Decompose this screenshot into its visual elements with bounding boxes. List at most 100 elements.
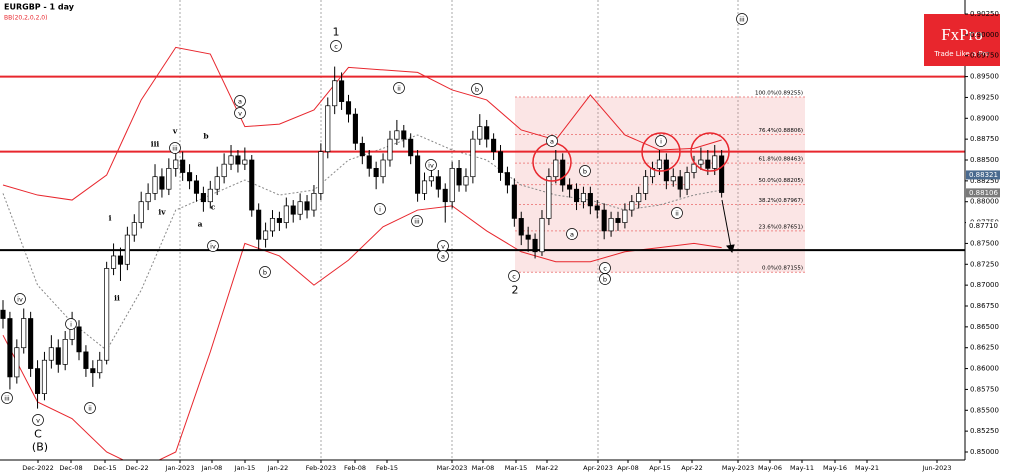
x-tick-label: May-2023 <box>722 464 754 472</box>
candle-body <box>55 347 61 365</box>
y-tick-label: 0.87250 <box>970 260 999 268</box>
fib-label: 38.2%(0.87967) <box>758 198 803 204</box>
candle-body <box>345 101 352 115</box>
x-tick-label: Jan-15 <box>234 464 256 472</box>
wave-circle <box>437 250 449 262</box>
wave-circle <box>508 270 520 282</box>
candle-body <box>677 176 683 190</box>
wave-circle <box>671 207 683 219</box>
candle-body <box>380 159 386 178</box>
candle-body <box>594 205 600 211</box>
candle-body <box>311 193 317 211</box>
logo-tagline: Trade Like a Pro <box>933 50 989 58</box>
wave-label: iii <box>151 140 160 149</box>
wave-label: ii <box>88 405 92 413</box>
candle-body <box>525 234 531 240</box>
candle-body <box>97 359 103 374</box>
bollinger-lower <box>2 205 722 460</box>
wave-label: iv <box>158 208 166 217</box>
y-tick-label: 0.90000 <box>970 31 999 39</box>
x-tick-label: Apr-08 <box>617 464 638 472</box>
y-tick-label: 0.87500 <box>970 239 999 247</box>
wave-circle <box>259 266 271 278</box>
y-tick-label: 0.89750 <box>970 52 999 60</box>
candle-body <box>242 159 248 165</box>
candle-body <box>573 188 580 203</box>
wave-label: b <box>203 132 208 141</box>
candle-body <box>622 209 628 223</box>
candle-body <box>0 309 6 319</box>
candle-body <box>104 268 110 361</box>
candle-body <box>366 155 372 169</box>
candle-body <box>560 159 566 186</box>
candle-body <box>159 176 165 190</box>
y-tick-label: 0.89500 <box>970 73 999 81</box>
candle-body <box>601 209 607 232</box>
x-tick-label: Dec-22 <box>125 464 148 472</box>
wave-label: iv <box>428 162 434 170</box>
wave-circle <box>566 228 578 240</box>
plot-area <box>0 46 965 460</box>
wave-label: v <box>172 127 178 136</box>
candle-body <box>491 138 497 153</box>
candle-body <box>442 188 448 203</box>
wave-label: c <box>211 203 216 212</box>
x-tick-label: Jun-2023 <box>921 464 951 472</box>
logo <box>924 14 1000 66</box>
wave-label: a <box>550 138 554 146</box>
wave-circle <box>599 273 611 285</box>
wave-label: ii <box>397 85 401 93</box>
y-tick-label: 0.88000 <box>970 198 999 206</box>
candle-body <box>691 163 697 173</box>
x-tick-label: May-21 <box>855 464 879 472</box>
candle-body <box>166 167 172 190</box>
wave-circle <box>393 82 405 94</box>
wave-label: c <box>603 265 607 273</box>
candle-body <box>608 218 614 232</box>
arrow <box>721 199 735 254</box>
wave-circle <box>330 40 342 52</box>
candle-body <box>90 368 96 374</box>
candle-body <box>263 230 269 240</box>
candle-body <box>670 176 676 182</box>
candle-body <box>518 218 524 236</box>
candle-body <box>373 167 379 178</box>
candle-body <box>290 205 296 215</box>
wave-label: ii <box>114 294 120 303</box>
wave-label: a <box>570 231 574 239</box>
candle-body <box>359 142 365 157</box>
candle-body <box>124 234 130 265</box>
candle-body <box>283 205 289 223</box>
wave-label: iii <box>4 395 10 403</box>
y-tick-label: 0.86750 <box>970 302 999 310</box>
y-tick-label: 0.89250 <box>970 93 999 101</box>
logo-name: FxPro <box>941 25 983 44</box>
candle-body <box>297 201 303 215</box>
wave-label: b <box>475 86 479 94</box>
y-tick-label: 0.86500 <box>970 323 999 331</box>
x-tick-label: Feb-15 <box>376 464 398 472</box>
candle-body <box>83 351 89 369</box>
wave-circle <box>65 318 77 330</box>
candle-body <box>428 176 434 182</box>
y-tick-label: 0.90250 <box>970 10 999 18</box>
candle-body <box>705 159 711 169</box>
candle-body <box>484 126 490 140</box>
candle-body <box>643 176 649 194</box>
x-tick-label: May-11 <box>790 464 814 472</box>
y-tick-label: 0.88750 <box>970 135 999 143</box>
candle-body <box>48 347 54 361</box>
candle-body <box>228 155 234 165</box>
candle-body <box>477 126 483 140</box>
candle-body <box>698 159 704 165</box>
wave-circle <box>84 402 96 414</box>
fib-label: 23.6%(0.87651) <box>758 224 803 230</box>
candle-body <box>28 318 34 369</box>
x-tick-label: May-06 <box>758 464 782 472</box>
chart-title: EURGBP - 1 day <box>4 3 75 12</box>
candle-body <box>200 193 206 203</box>
wave-circle <box>234 107 246 119</box>
candle-body <box>352 113 358 144</box>
candle-body <box>325 105 331 153</box>
